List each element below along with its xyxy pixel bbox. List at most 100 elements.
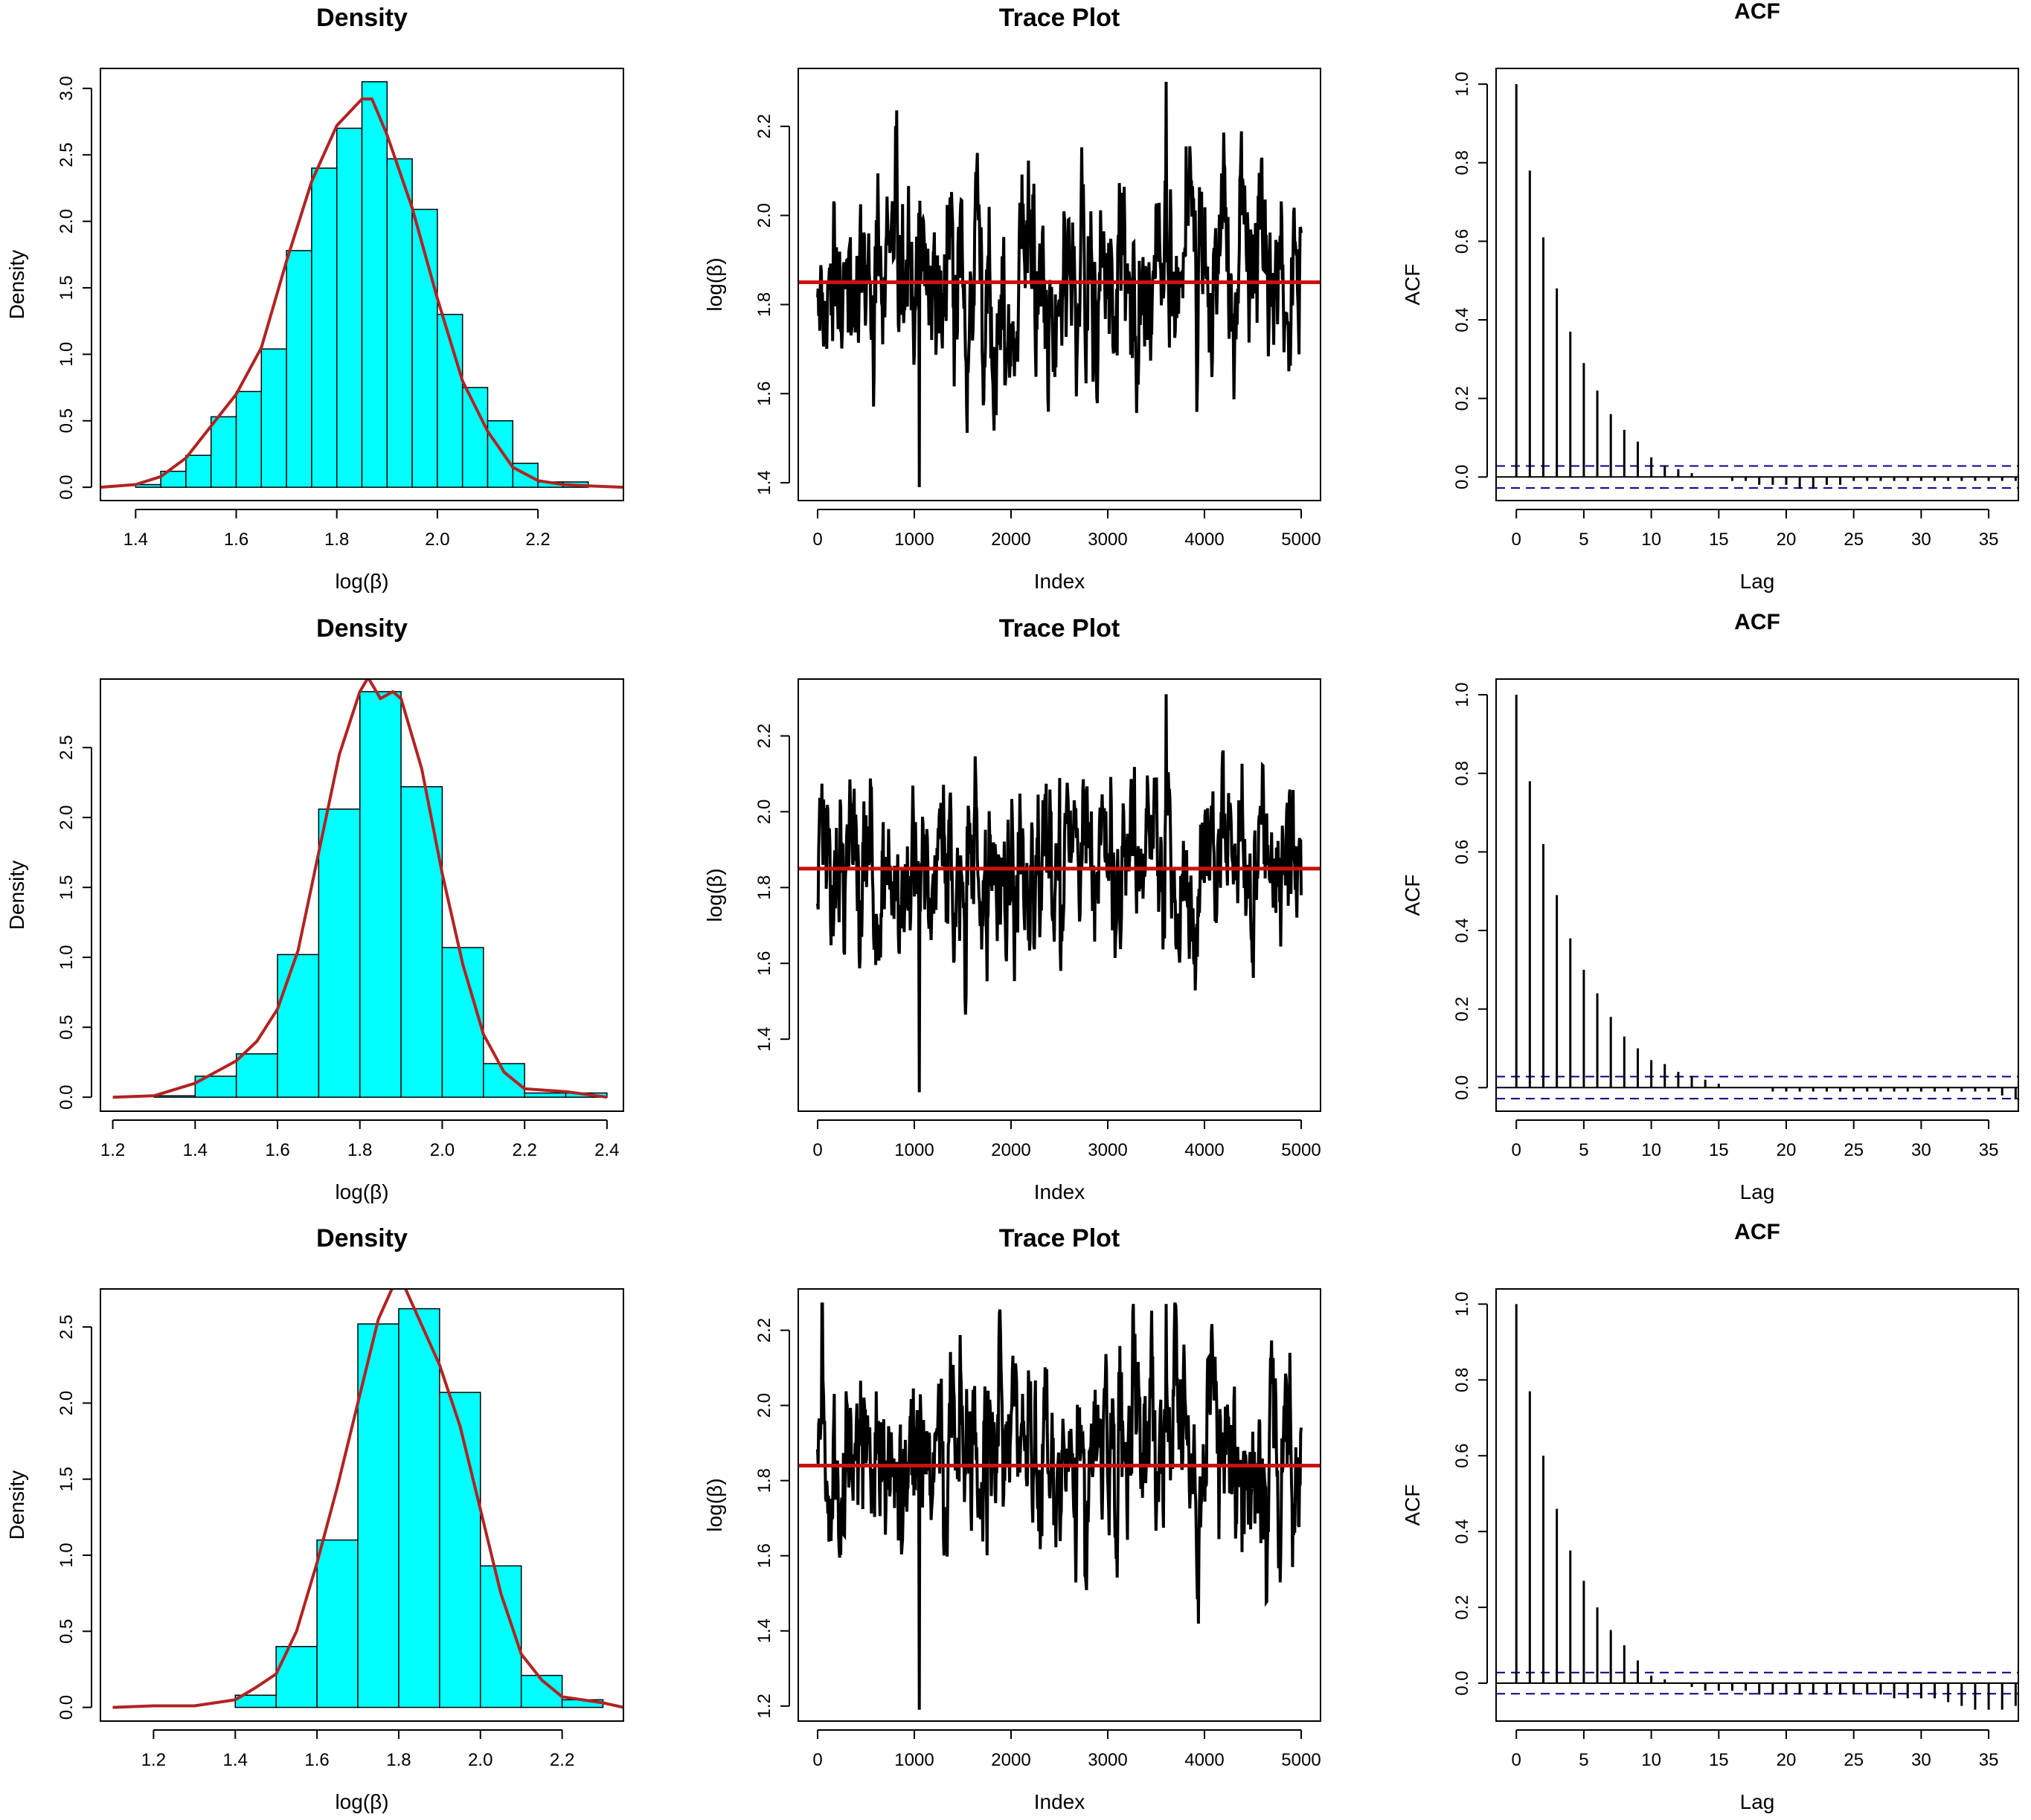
row1-trace-x-tick-label: 5000 — [1281, 530, 1321, 550]
row2-acf-x-tick-label: 5 — [1579, 1140, 1588, 1160]
row2-density-x-tick-label: 2.0 — [430, 1140, 455, 1160]
row3-acf-x-tick-label: 35 — [1979, 1750, 1999, 1770]
row2-trace-panel: Trace Plot Index log(β) 0 1000 2000 3000 4000 50… — [703, 614, 1321, 1203]
row2-density-histogram-bar — [400, 786, 443, 1098]
row2-trace-frame — [798, 678, 1321, 1112]
row1-acf-x-tick-label: 35 — [1979, 530, 1999, 550]
row2-trace-x-tick-label: 1000 — [894, 1140, 934, 1160]
row2-trace-x-tick-label: 3000 — [1088, 1140, 1127, 1160]
row1-acf-y-tick-label: 0.8 — [1452, 150, 1472, 175]
row2-trace-x-tick-label: 2000 — [991, 1140, 1030, 1160]
row2-density-y-tick-label: 0.0 — [57, 1085, 77, 1110]
row1-density-xlabel: log(β) — [335, 570, 388, 593]
row3-trace-x-tick-label: 1000 — [894, 1750, 934, 1770]
row2-density-x-tick-label: 1.6 — [265, 1140, 289, 1160]
row1-trace-x-tick-label: 4000 — [1184, 530, 1224, 550]
row1-density-y-tick-label: 2.5 — [57, 143, 77, 167]
row3-density-x-tick-label: 2.0 — [468, 1750, 492, 1770]
row2-density-x-tick-label: 1.4 — [183, 1140, 208, 1160]
row2-density-x-tick-label: 2.4 — [594, 1140, 619, 1160]
row1-density-x-tick-label: 1.8 — [324, 530, 349, 550]
row1-trace-x-tick-label: 1000 — [894, 530, 934, 550]
row3-density-histogram-bar — [439, 1392, 481, 1708]
row1-density-histogram-bar — [311, 167, 338, 488]
row3-trace-frame — [798, 1288, 1321, 1722]
row1-trace-frame — [798, 68, 1321, 501]
row1-density-x-tick-label: 2.0 — [425, 530, 449, 550]
row3-acf-y-tick-label: 0.8 — [1452, 1368, 1472, 1392]
row1-trace-trace-line — [816, 81, 1303, 488]
row2-acf-panel: ACF Lag ACF 0 5 10 15 20 25 30 35 0.0 0.2 0.4 0.6 0.8 1.… — [1401, 610, 2019, 1203]
row3-acf-y-tick-label: 0.6 — [1452, 1444, 1472, 1468]
row3-trace-ylabel: log(β) — [703, 1478, 726, 1531]
row1-density-ylabel: Density — [5, 250, 28, 319]
row2-density-xlabel: log(β) — [335, 1180, 388, 1203]
row1-acf-frame — [1495, 68, 2019, 501]
row1-acf-x-tick-label: 15 — [1709, 530, 1729, 550]
row2-density-histogram-bar — [277, 954, 320, 1098]
row2-density-frame — [100, 678, 624, 1112]
row3-acf-panel: ACF Lag ACF 0 5 10 15 20 25 30 35 0.0 0.2 0.4 0.6 0.8 1.… — [1401, 1220, 2019, 1813]
row2-acf-title: ACF — [1734, 610, 1780, 634]
row3-trace-y-tick-label: 1.8 — [754, 1468, 774, 1493]
row2-trace-x-tick-label: 5000 — [1281, 1140, 1321, 1160]
row3-trace-y-tick-label: 1.4 — [754, 1618, 774, 1643]
row3-density-histogram-bar — [275, 1646, 318, 1708]
row1-density-histogram-bar — [487, 419, 514, 488]
row2-trace-y-tick-label: 1.6 — [754, 951, 774, 976]
row1-density-histogram-bar — [235, 390, 263, 488]
row3-density-density-curve — [112, 1289, 623, 1709]
row3-trace-x-tick-label: 2000 — [991, 1750, 1030, 1770]
row1-trace-y-tick-label: 1.4 — [754, 470, 774, 495]
row1-density-histogram-bar — [210, 416, 237, 488]
row1-density-histogram-bar — [185, 454, 212, 488]
row3-density-x-tick-label: 2.2 — [550, 1750, 574, 1770]
row1-acf-x-tick-label: 30 — [1911, 530, 1931, 550]
row1-trace-x-tick-label: 2000 — [991, 530, 1030, 550]
row2-density-y-tick-label: 2.0 — [57, 805, 77, 829]
row2-acf-x-tick-label: 0 — [1512, 1140, 1521, 1160]
row3-acf-x-tick-label: 20 — [1777, 1750, 1797, 1770]
row3-acf-y-tick-label: 0.2 — [1452, 1595, 1472, 1619]
row3-density-frame — [100, 1288, 624, 1722]
row1-acf-panel: ACF Lag ACF 0 5 10 15 20 25 30 35 0.0 0.2 0.4 0.6 0.8 1.… — [1401, 0, 2019, 593]
row3-density-xlabel: log(β) — [335, 1790, 388, 1813]
row3-density-y-tick-label: 0.0 — [57, 1695, 77, 1720]
row1-density-x-tick-label: 2.2 — [525, 530, 550, 550]
row1-trace-x-tick-label: 3000 — [1088, 530, 1127, 550]
row2-density-histogram-bar — [483, 1063, 525, 1098]
row1-acf-x-tick-label: 10 — [1641, 530, 1661, 550]
row2-density-histogram-bar — [359, 691, 402, 1098]
row3-acf-title: ACF — [1734, 1220, 1780, 1244]
row1-density-density-curve — [100, 97, 623, 489]
row1-acf-y-tick-label: 0.4 — [1452, 307, 1472, 332]
row3-acf-xlabel: Lag — [1740, 1790, 1775, 1813]
row3-acf-plot-area — [1496, 1304, 2018, 1710]
row1-density-y-tick-label: 1.5 — [57, 275, 77, 300]
row2-trace-ylabel: log(β) — [703, 868, 726, 922]
row3-acf-y-tick-label: 1.0 — [1452, 1292, 1472, 1316]
row2-density-x-tick-label: 2.2 — [512, 1140, 536, 1160]
row1-density-histogram-bar — [336, 127, 363, 488]
row3-trace-xlabel: Index — [1034, 1790, 1085, 1813]
row2-acf-x-tick-label: 30 — [1911, 1140, 1931, 1160]
row2-density-y-tick-label: 1.0 — [57, 945, 77, 969]
row2-density-histogram-bar — [235, 1053, 278, 1098]
row3-density-y-tick-label: 2.5 — [57, 1314, 77, 1339]
row2-acf-x-tick-label: 35 — [1979, 1140, 1999, 1160]
row1-trace-y-tick-label: 2.0 — [754, 203, 774, 228]
row2-acf-plot-area — [1496, 695, 2018, 1100]
row3-acf-y-tick-label: 0.4 — [1452, 1519, 1472, 1543]
row3-density-histogram-bar — [316, 1539, 359, 1708]
row2-acf-ylabel: ACF — [1401, 875, 1424, 916]
row3-density-y-tick-label: 2.0 — [57, 1391, 77, 1415]
row1-acf-plot-area — [1496, 84, 2018, 489]
row2-acf-y-tick-label: 0.0 — [1452, 1075, 1472, 1100]
row3-trace-title: Trace Plot — [999, 1224, 1120, 1253]
row1-density-histogram-bar — [286, 250, 312, 488]
row3-density-plot-area — [112, 1289, 623, 1709]
row1-trace-ylabel: log(β) — [703, 257, 726, 311]
row3-acf-frame — [1495, 1288, 2019, 1722]
row1-acf-x-tick-label: 20 — [1777, 530, 1797, 550]
